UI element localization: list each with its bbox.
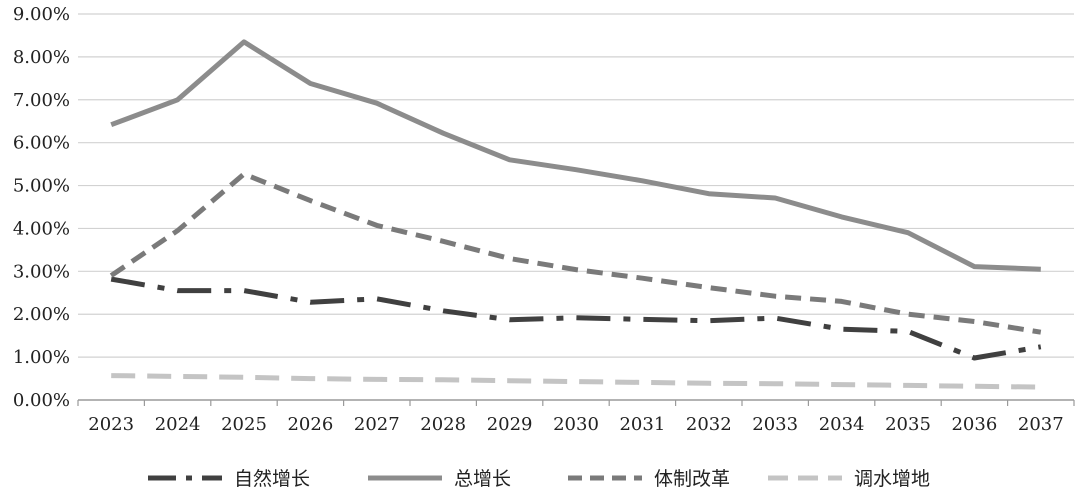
y-tick-label: 0.00%: [13, 390, 70, 411]
y-tick-label: 1.00%: [13, 347, 70, 368]
x-tick-label: 2030: [553, 414, 599, 435]
series-lines: [109, 39, 1042, 390]
legend-label: 体制改革: [654, 468, 730, 490]
x-tick-label: 2035: [885, 414, 931, 435]
y-tick-label: 7.00%: [13, 90, 70, 111]
y-axis-ticks: 0.00% 1.00% 2.00% 3.00% 4.00% 5.00% 6.00% 7.00%…: [13, 4, 70, 411]
series-line-1: [110, 276, 1042, 361]
x-tick-label: 2023: [88, 414, 134, 435]
y-tick-label: 6.00%: [13, 133, 70, 154]
y-tick-label: 3.00%: [13, 261, 70, 282]
series-line-4: [111, 373, 1041, 390]
legend-label: 调水增地: [854, 468, 930, 490]
x-tick-label: 2028: [420, 414, 466, 435]
y-tick-label: 8.00%: [13, 47, 70, 68]
x-tick-label: 2026: [287, 414, 333, 435]
x-axis: [77, 399, 1075, 406]
legend-label: 总增长: [454, 468, 511, 490]
y-tick-label: 9.00%: [13, 4, 70, 25]
legend-label: 自然增长: [234, 468, 310, 490]
x-axis-ticks: 2023 2024 2025 2026 2027 2028 2029 2030 2031 2032…: [88, 414, 1063, 435]
x-tick-label: 2024: [155, 414, 201, 435]
x-tick-label: 2029: [487, 414, 533, 435]
x-tick-label: 2031: [619, 414, 665, 435]
y-tick-label: 5.00%: [13, 176, 70, 197]
x-tick-label: 2036: [951, 414, 997, 435]
x-tick-label: 2027: [354, 414, 400, 435]
series-line-3: [109, 171, 1042, 335]
legend: 自然增长 总增长 体制改革 调水增地: [148, 468, 930, 490]
series-line-2: [110, 39, 1041, 272]
x-tick-label: 2033: [752, 414, 798, 435]
x-tick-label: 2037: [1018, 414, 1064, 435]
y-tick-label: 4.00%: [13, 218, 70, 239]
x-tick-label: 2034: [819, 414, 865, 435]
grid-lines: [78, 13, 1074, 358]
x-tick-label: 2025: [221, 414, 267, 435]
x-tick-label: 2032: [686, 414, 732, 435]
y-tick-label: 2.00%: [13, 304, 70, 325]
